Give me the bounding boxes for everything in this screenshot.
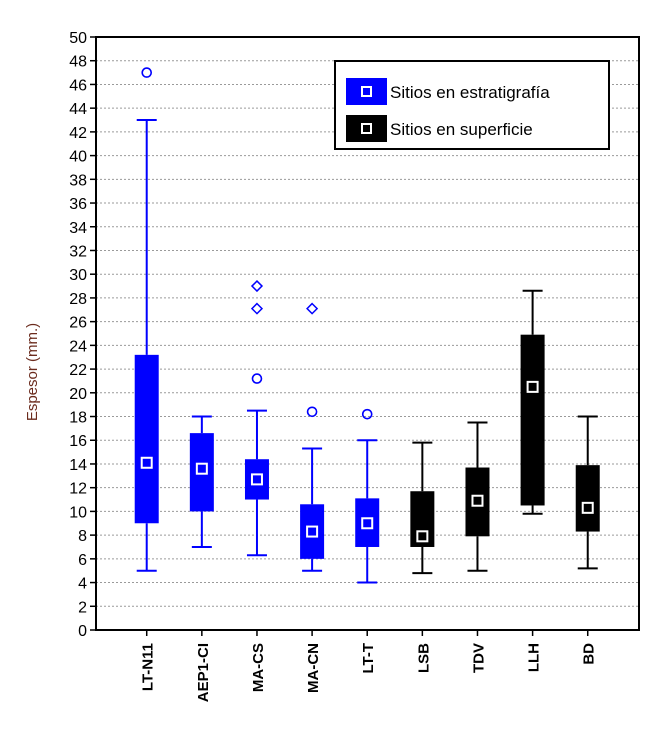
outlier-point	[306, 406, 318, 418]
x-axis: LT-N11 AEP1-CI MA-CS MA-CN LT-T LSB TDV LLH BD	[140, 630, 598, 702]
y-tick-label: 2	[78, 599, 87, 616]
y-tick-label: 0	[78, 623, 87, 640]
box-iqr	[355, 498, 380, 547]
box-lsb	[410, 441, 435, 575]
x-tick-label: MA-CS	[250, 643, 267, 692]
extreme-point	[250, 279, 264, 293]
x-tick-label: LLH	[526, 643, 543, 672]
median-marker	[416, 530, 429, 543]
x-tick-label: BD	[581, 643, 598, 665]
y-tick-label: 18	[69, 410, 87, 427]
y-tick-label: 36	[69, 196, 87, 213]
box-iqr	[244, 459, 269, 500]
legend-swatch-estratigrafia	[346, 78, 387, 105]
median-marker	[195, 462, 208, 475]
y-tick-label: 28	[69, 291, 87, 308]
extreme-point	[250, 302, 264, 315]
y-tick-label: 10	[69, 504, 87, 521]
y-tick-label: 30	[69, 267, 87, 284]
box-tdv	[465, 421, 490, 572]
box-iqr	[300, 504, 325, 559]
y-tick-label: 8	[78, 528, 87, 545]
box-bd	[575, 415, 600, 570]
y-tick-label: 34	[69, 220, 87, 237]
y-axis: 0246810121416182022242628303234363840424…	[69, 30, 96, 640]
y-tick-label: 44	[69, 101, 87, 118]
legend: Sitios en estratigrafía Sitios en superf…	[334, 60, 610, 150]
legend-label-superficie: Sitios en superficie	[390, 120, 533, 139]
median-marker	[581, 501, 594, 514]
y-axis-title: Espesor (mm.)	[24, 323, 41, 421]
y-tick-label: 32	[69, 243, 87, 260]
y-tick-label: 50	[69, 30, 87, 47]
y-tick-label: 38	[69, 172, 87, 189]
box-iqr	[189, 433, 214, 512]
median-marker	[306, 525, 319, 538]
outlier-point	[251, 373, 263, 384]
x-tick-label: TDV	[470, 643, 487, 673]
x-tick-label: LT-N11	[140, 643, 157, 691]
extreme-point	[306, 302, 319, 315]
box-lt-t	[355, 408, 380, 584]
legend-label-estratigrafia: Sitios en estratigrafía	[390, 83, 550, 102]
box-iqr	[465, 467, 490, 537]
outlier-point	[141, 67, 153, 78]
y-tick-label: 42	[69, 125, 87, 142]
y-tick-label: 24	[69, 338, 87, 355]
box-iqr	[410, 491, 435, 547]
median-marker	[250, 473, 263, 486]
median-marker	[361, 517, 374, 530]
box-ma-cn	[300, 302, 325, 572]
box-iqr	[575, 465, 600, 532]
y-tick-label: 22	[69, 362, 87, 379]
box-aep1-ci	[189, 415, 214, 548]
x-tick-label: LT-T	[360, 643, 377, 674]
median-marker	[471, 494, 484, 507]
y-tick-label: 4	[78, 576, 87, 593]
legend-swatch-superficie-marker	[361, 123, 372, 134]
legend-swatch-estratigrafia-marker	[361, 86, 372, 97]
x-tick-label: MA-CN	[305, 643, 322, 693]
x-tick-label: AEP1-CI	[195, 643, 212, 702]
box-series	[134, 67, 600, 584]
box-iqr	[134, 354, 159, 524]
box-lt-n11	[134, 67, 159, 572]
outlier-point	[361, 408, 373, 420]
y-tick-label: 26	[69, 315, 87, 332]
y-tick-label: 12	[69, 481, 87, 498]
box-ma-cs	[244, 279, 269, 557]
y-tick-label: 40	[69, 149, 87, 166]
x-tick-label: LSB	[415, 643, 432, 673]
y-tick-label: 14	[69, 457, 87, 474]
median-marker	[140, 456, 153, 469]
box-iqr	[520, 334, 545, 506]
y-tick-label: 46	[69, 77, 87, 94]
y-tick-label: 6	[78, 552, 87, 569]
box-llh	[520, 289, 545, 515]
y-tick-label: 20	[69, 386, 87, 403]
y-tick-label: 16	[69, 433, 87, 450]
y-tick-label: 48	[69, 54, 87, 71]
legend-swatch-superficie	[346, 115, 387, 142]
median-marker	[526, 380, 539, 393]
